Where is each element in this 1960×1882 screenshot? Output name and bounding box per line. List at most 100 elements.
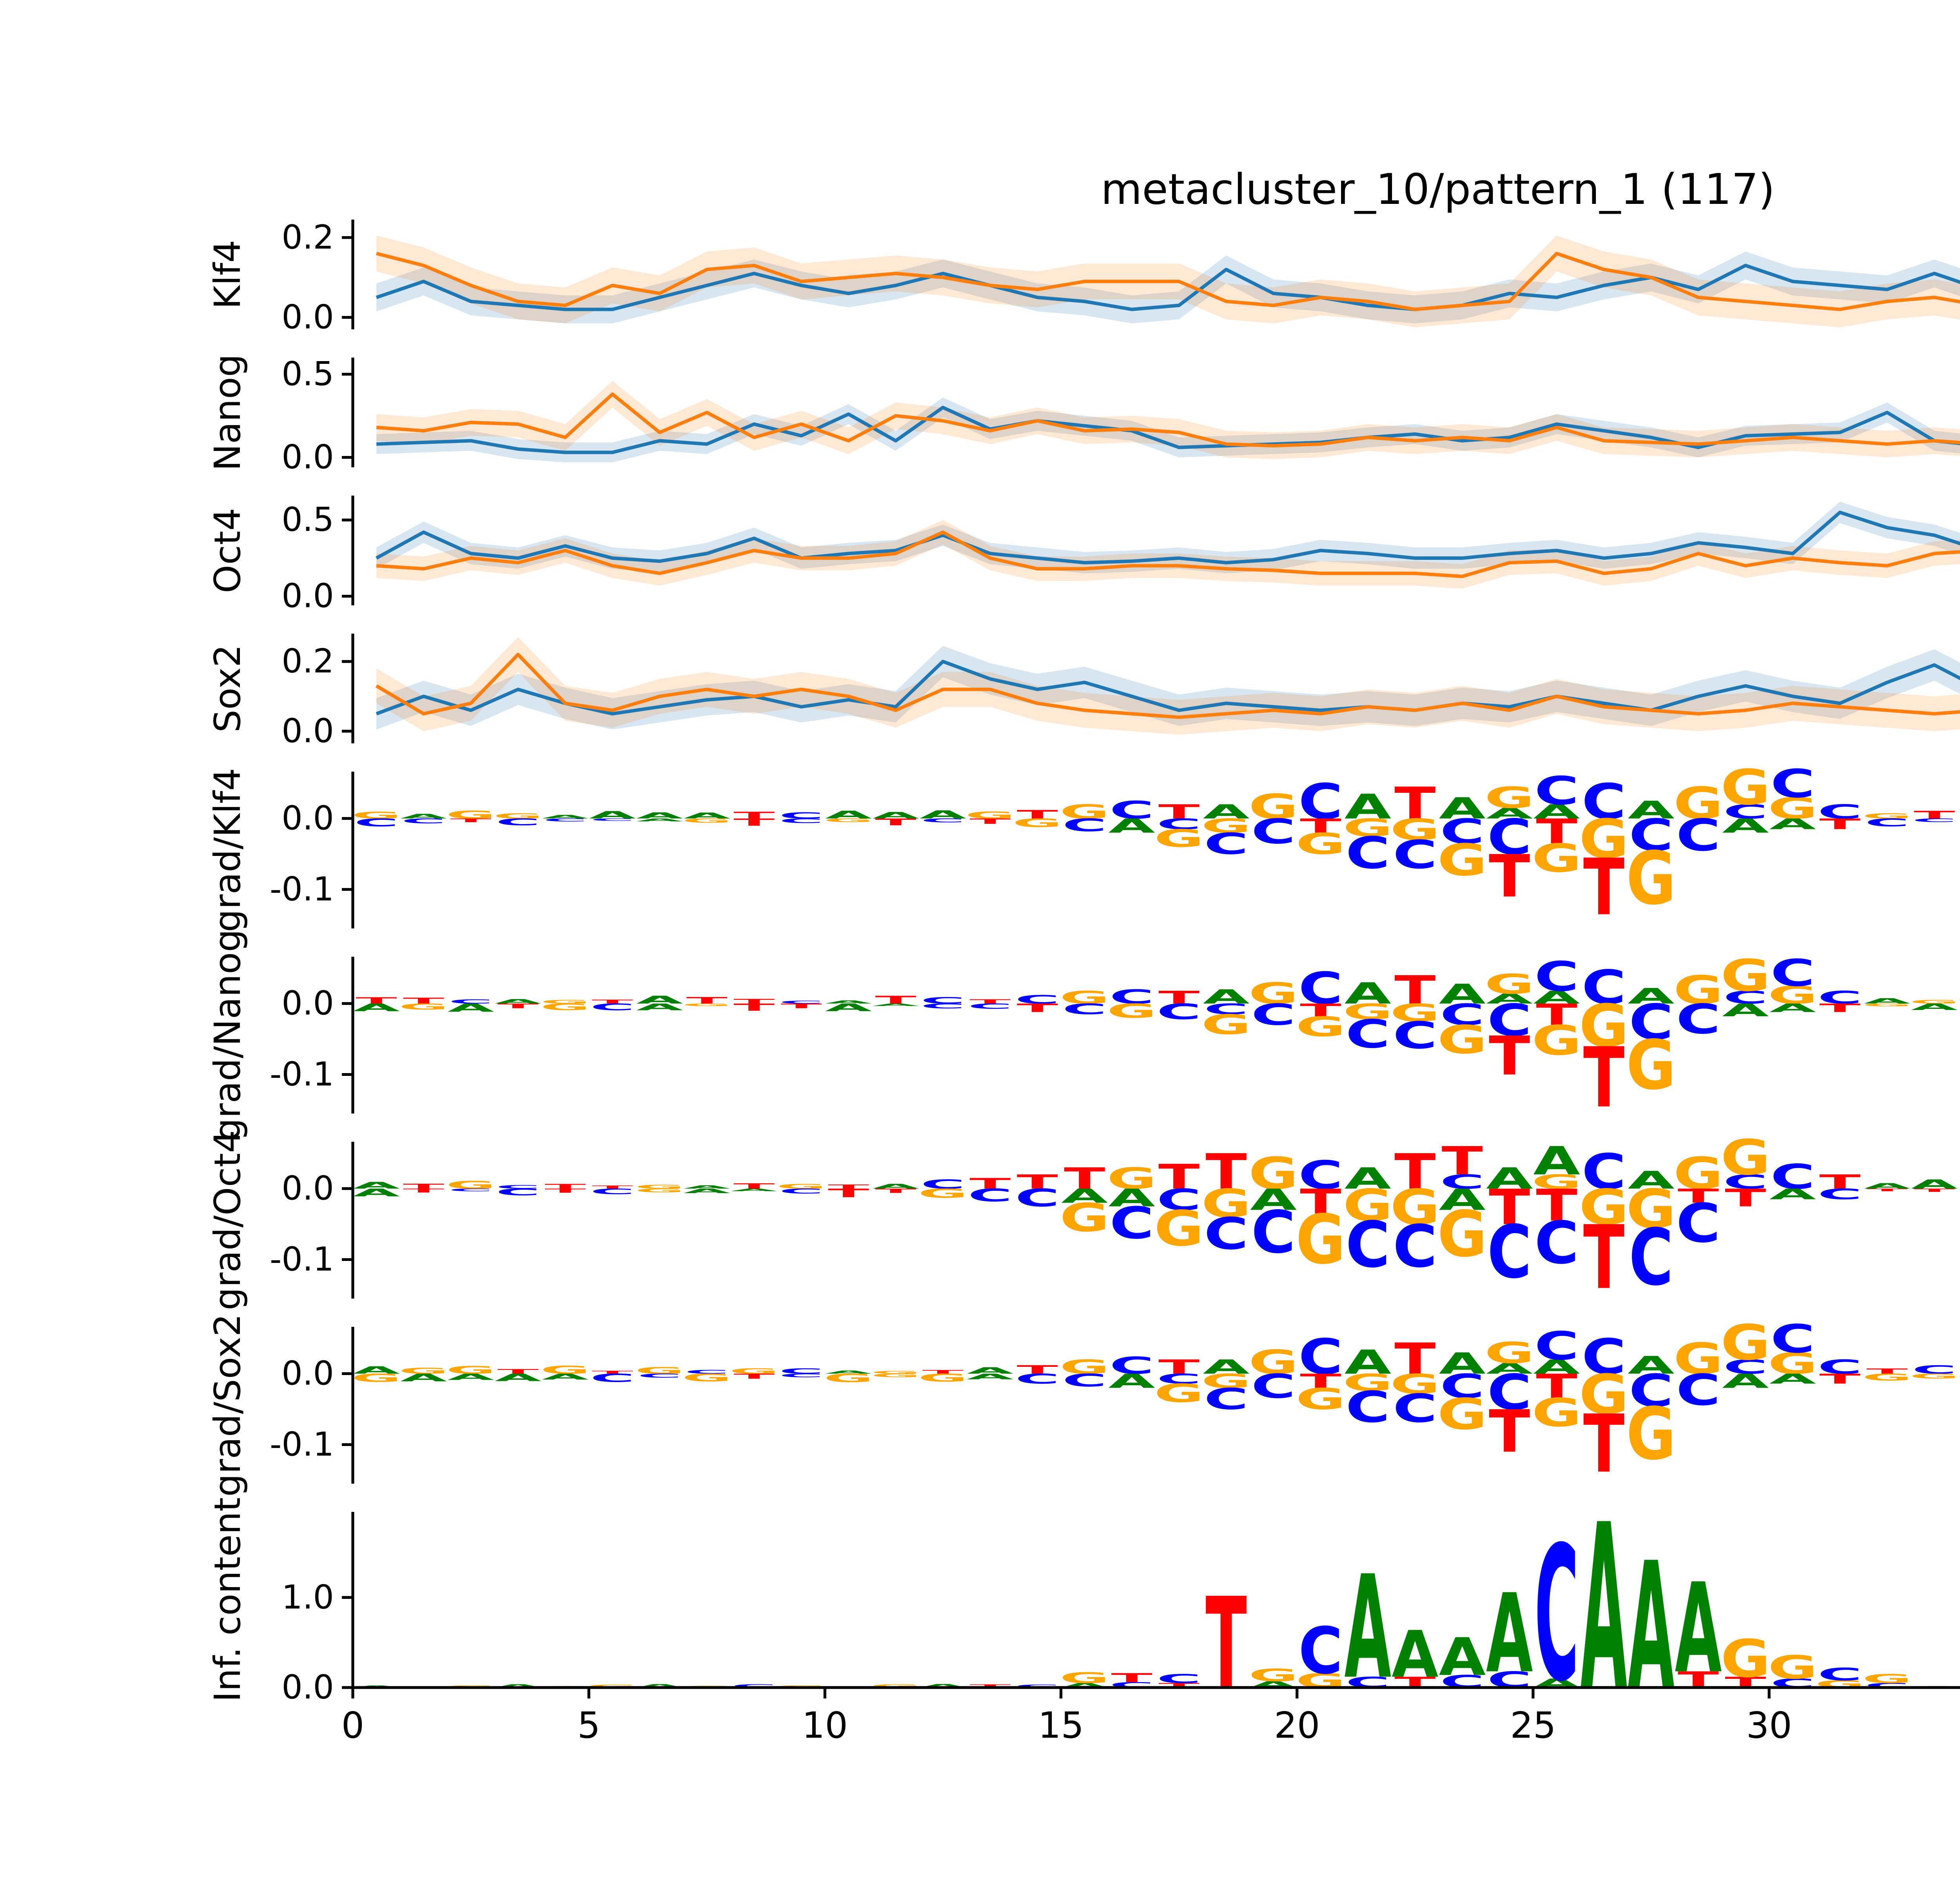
logo-letter-A: A [1061, 1185, 1108, 1208]
logo-letter-C: C [1534, 1324, 1579, 1369]
logo-letter-A: A [825, 999, 872, 1005]
logo-letter-G: G [1957, 818, 1960, 822]
logo-letter-C: C [590, 1187, 635, 1196]
logo-letter-C: C [1818, 1356, 1862, 1379]
logo-letter-A: A [495, 998, 542, 1005]
logo-letter-T: T [592, 999, 633, 1005]
logo-letter-G: G [352, 1372, 401, 1384]
logo-letter-C: C [1110, 1198, 1154, 1249]
logo-letter-A: A [1533, 1356, 1580, 1379]
logo-letter-T: T [592, 1184, 633, 1190]
logo-letter-G: G [1579, 992, 1629, 1060]
logo-letter-T: T [1394, 1334, 1436, 1384]
logo-letter-G: G [1390, 1368, 1440, 1400]
logo-letter-A: A [1203, 801, 1250, 823]
logo-letter-A: A [1108, 815, 1155, 837]
logo-letter-T: T [1111, 1671, 1152, 1685]
y-tick-label: -0.1 [270, 1240, 334, 1278]
logo-letter-A: A [1345, 787, 1392, 827]
series-line [376, 510, 1960, 565]
logo-letter-G: G [729, 1367, 779, 1375]
logo-letter-A: A [872, 1003, 919, 1007]
logo-letter-G: G [1579, 1363, 1629, 1426]
logo-letter-A: A [1345, 1343, 1391, 1382]
logo-letter-C: C [1487, 995, 1532, 1046]
logo-letter-A: A [636, 994, 683, 1006]
logo-letter-C: C [1534, 1507, 1579, 1722]
logo-letter-G: G [1060, 1669, 1109, 1687]
y-tick-label: -0.1 [270, 1425, 334, 1463]
logo-letter-G: G [1532, 1390, 1582, 1435]
logo-letter-C: C [637, 1373, 682, 1379]
logo-letter-T: T [828, 1183, 869, 1190]
logo-letter-A: A [447, 1372, 494, 1382]
logo-letter-C: C [1771, 1157, 1815, 1197]
logo-letter-G: G [1390, 1179, 1440, 1236]
logo-letter-G: G [1154, 824, 1204, 852]
logo-letter-C: C [921, 1177, 965, 1192]
logo-letter-C: C [1204, 1208, 1248, 1259]
confidence-band [376, 637, 1960, 735]
logo-letter-G: G [1249, 1665, 1298, 1685]
logo-letter-G: G [1201, 1181, 1251, 1226]
logo-letter-A: A [1675, 1557, 1722, 1701]
logo-letter-G: G [446, 1179, 496, 1191]
logo-letter-G: G [352, 810, 401, 821]
logo-letter-C: C [1062, 1001, 1107, 1017]
logo-letter-C: C [1723, 1171, 1768, 1194]
logo-letter-T: T [969, 1175, 1011, 1192]
logo-letter-C: C [1062, 815, 1107, 836]
logo-letter-C: C [1818, 1186, 1862, 1203]
logo-letter-C: C [1676, 810, 1720, 861]
logo-letter-A: A [1108, 1370, 1155, 1393]
logo-letter-T: T [403, 996, 444, 1005]
logo-letter-C: C [1015, 1371, 1060, 1387]
logo-letter-A: A [589, 809, 636, 821]
logo-letter-A: A [636, 817, 683, 822]
logo-letter-T: T [1583, 1397, 1624, 1491]
logo-letter-C: C [1959, 1683, 1960, 1689]
logo-letter-C: C [1534, 1209, 1579, 1277]
panel-klf4: 0.0 0.2 Klf4 [207, 218, 1960, 336]
logo-letter-T: T [1914, 1188, 1955, 1193]
logo-letter-T: T [1158, 801, 1200, 823]
logo-letter-C: C [779, 1373, 823, 1379]
logo-letter-C: C [1346, 828, 1390, 879]
logo-letter-T: T [1442, 1139, 1483, 1184]
logo-letter-A: A [1722, 815, 1769, 837]
y-axis-label: Klf4 [207, 240, 249, 309]
logo-letter-G: G [1673, 778, 1723, 829]
confidence-band [376, 520, 1960, 589]
logo-letter-C: C [590, 1372, 635, 1385]
logo-letter-T: T [1583, 1030, 1624, 1126]
logo-letter-A: A [542, 814, 589, 820]
logo-letter-C: C [1157, 816, 1201, 832]
logo-letter-G: G [1909, 999, 1959, 1005]
logo-letter-G: G [399, 1002, 448, 1012]
logo-letter-A: A [1722, 1370, 1769, 1393]
logo-letter-T: T [1300, 1000, 1341, 1021]
logo-letter-C: C [1157, 1672, 1201, 1686]
y-axis-label: Nanog [207, 354, 249, 471]
y-tick-label: 0.2 [281, 218, 334, 256]
logo-letter-A: A [1911, 1002, 1958, 1012]
x-tick-label: 0 [341, 1704, 365, 1746]
logo-letter-A: A [1486, 805, 1533, 822]
logo-letter-T: T [1914, 809, 1955, 821]
logo-letter-G: G [871, 1370, 921, 1375]
logo-letter-C: C [1582, 1329, 1626, 1385]
logo-letter-G: G [1909, 1372, 1959, 1380]
logo-letter-C: C [496, 1187, 540, 1197]
logo-letter-C: C [1204, 1382, 1248, 1416]
figure-title: metacluster_10/pattern_1 (117) [1101, 165, 1775, 214]
logo-letter-C: C [921, 817, 965, 824]
logo-letter-A: A [1581, 1476, 1628, 1742]
logo-letter-G: G [1296, 1011, 1346, 1043]
series-line [376, 392, 1960, 448]
logo-letter-G: G [1154, 1201, 1204, 1257]
logo-letter-C: C [448, 998, 493, 1005]
logo-letter-C: C [1487, 1210, 1532, 1295]
